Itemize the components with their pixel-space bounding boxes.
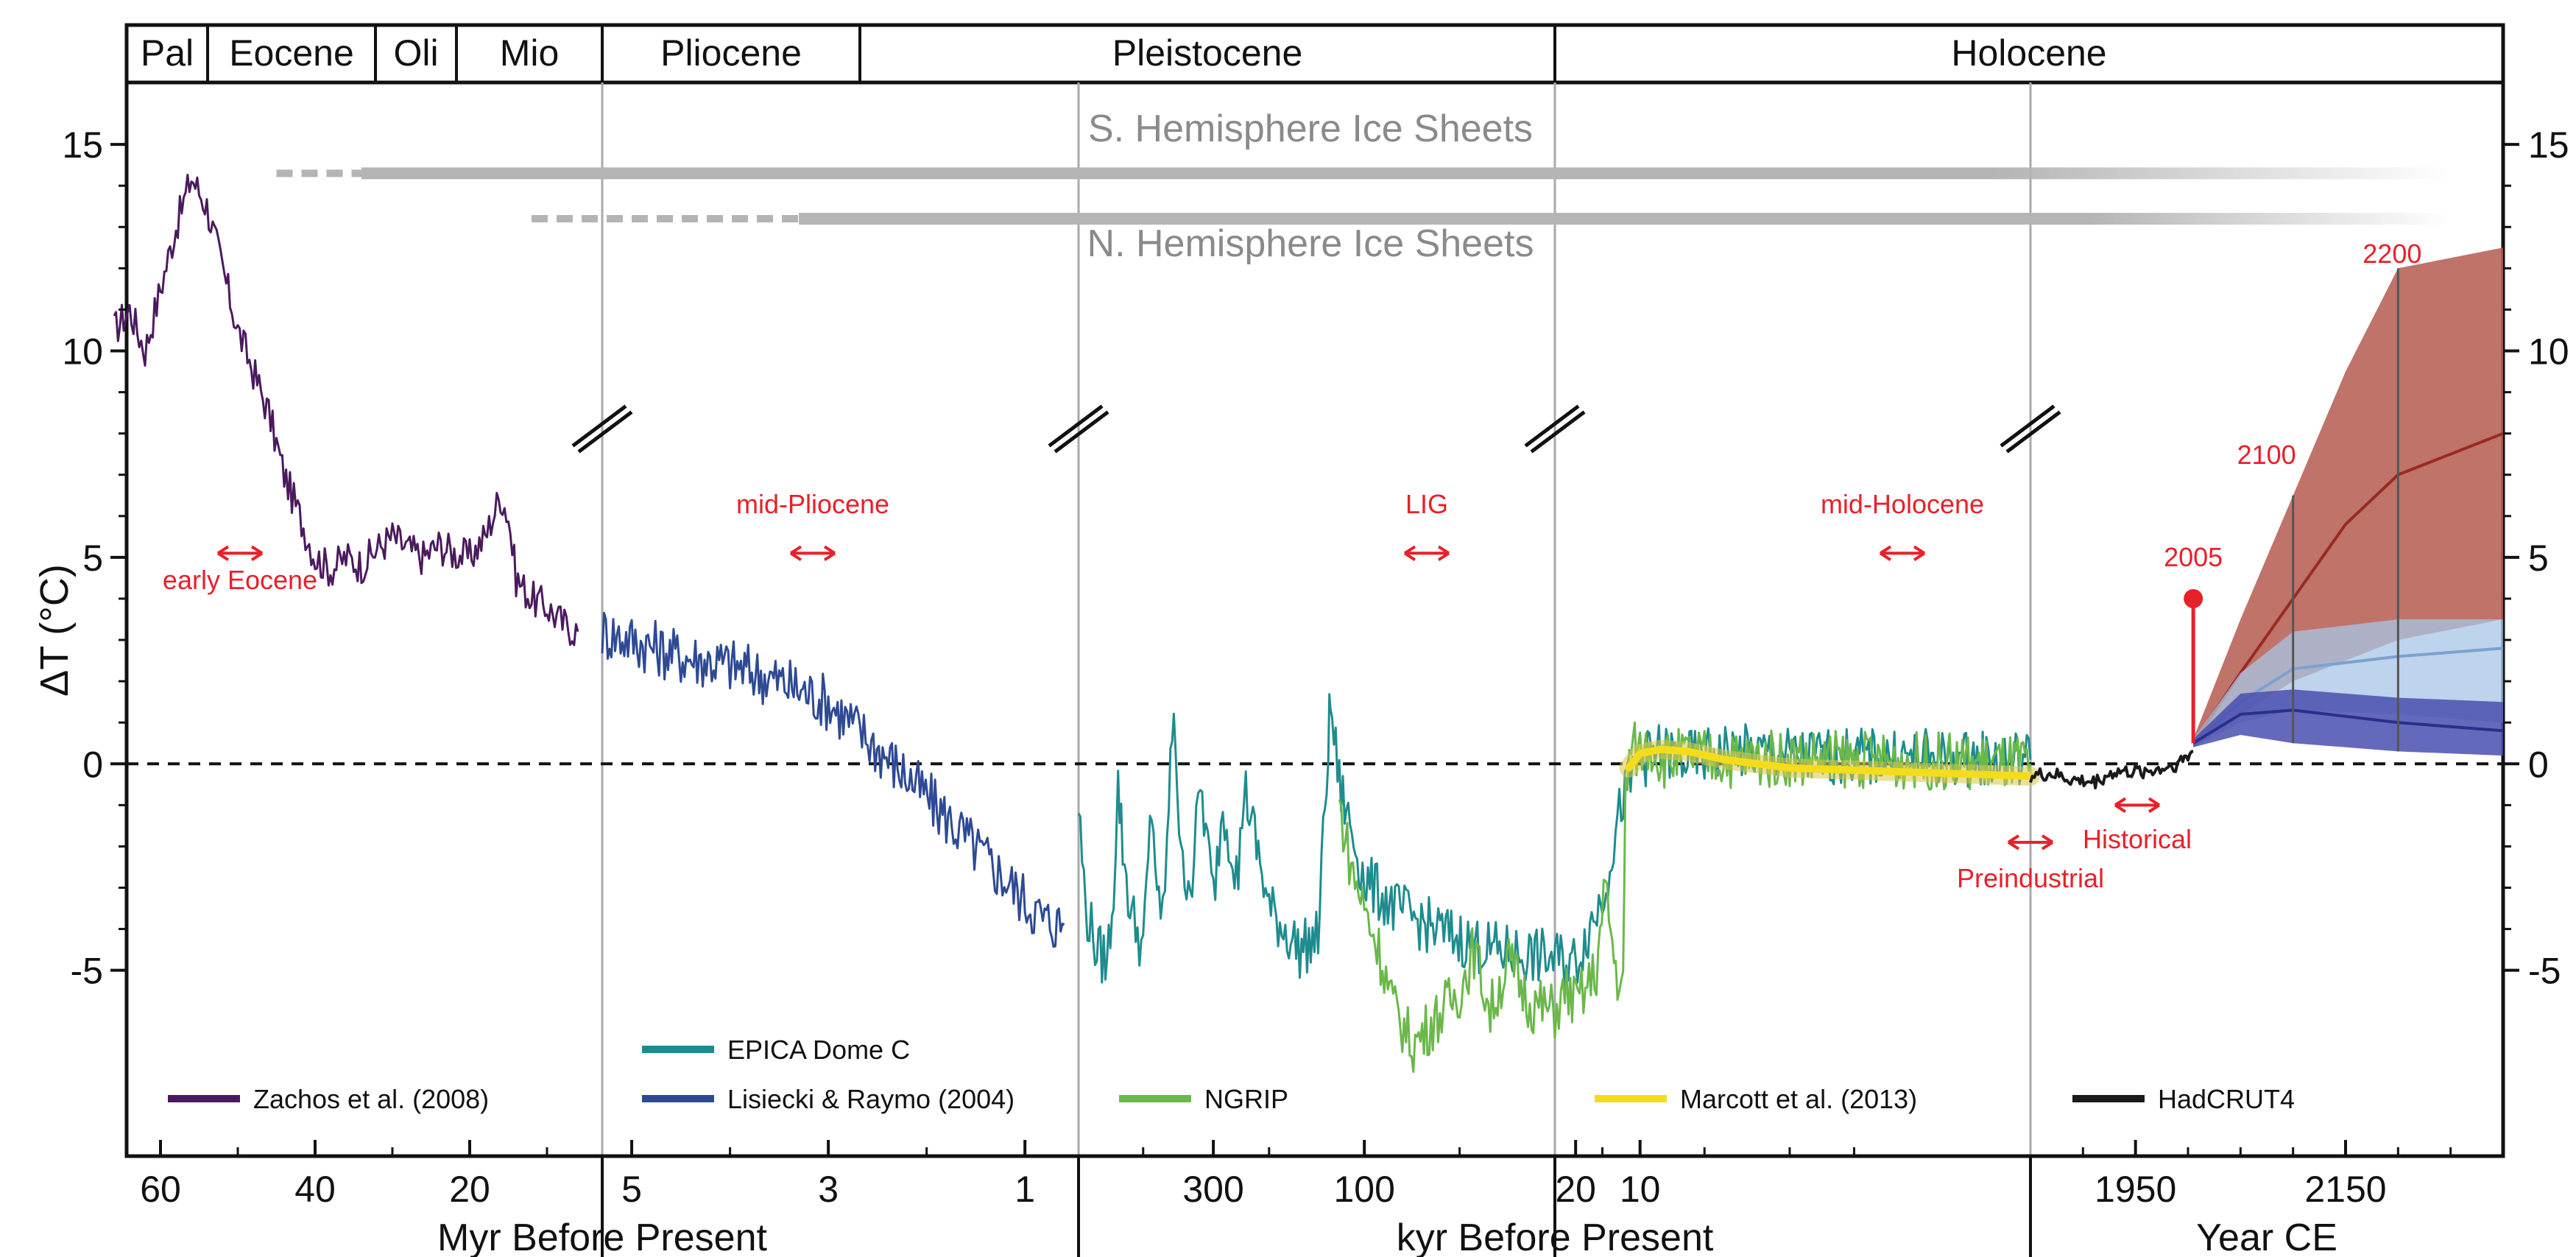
x-tick-label: 20 [1555,1169,1596,1210]
marker-2005-dot [2184,588,2203,608]
south-ice-sheet-bar [361,167,2452,180]
y-axes: 15 15 10 10 5 5 0 0 -5 -5 [62,124,2569,992]
epoch-label: Pliocene [660,32,802,74]
x-tick-label: 5 [621,1169,642,1210]
marker-label: 2100 [2237,440,2296,470]
x-tick-label: 300 [1182,1169,1243,1210]
interval-label: early Eocene [163,565,317,595]
x-axis-title: kyr Before Present [1397,1216,1714,1257]
interval-arrow-head [789,545,836,561]
x-tick-label: 1 [1014,1169,1035,1210]
x-axes: 60 40 20 5 3 1 300 100 20 10 1950 2150 Myr Before Pr… [127,1140,2503,1257]
series-group [1619,739,2040,786]
x-tick-label: 3 [818,1169,839,1210]
y-tick-label: 5 [2528,538,2549,579]
marker-label: 2200 [2362,239,2421,269]
legend-label: Zachos et al. (2008) [253,1084,489,1114]
series-group [2029,750,2194,789]
interval-arrow-head [1403,545,1450,561]
series-line [1338,721,2032,1074]
break-mark-line [1048,404,1104,448]
y-tick-label: 5 [82,538,103,579]
y-tick-label: 0 [2528,744,2549,785]
break-mark-line [1054,410,1109,454]
series-line [601,611,1065,948]
x-tick-label: 100 [1333,1169,1394,1210]
break-mark-line [2000,404,2055,448]
temperature-series [113,173,2194,1074]
interval-annotations: early Eocene mid-Pliocene LIG mid-Holocene P… [163,239,2421,893]
interval-arrow-head [1879,545,1926,561]
break-mark-line [1524,404,1580,448]
epoch-header [124,23,2505,85]
x-axis-title: Year CE [2196,1216,2337,1257]
epoch-labels: Pal Eocene Oli Mio Pliocene Pleistocene Holoce… [141,25,2107,82]
north-ice-sheet-label: N. Hemisphere Ice Sheets [1087,222,1534,265]
y-axis-title: ΔT (°C) [32,564,77,697]
south-ice-sheet-label: S. Hemisphere Ice Sheets [1088,108,1533,150]
interval-label: LIG [1405,489,1448,519]
x-tick-label: 10 [1620,1169,1661,1210]
epoch-label: Pleistocene [1112,32,1303,74]
epoch-label: Pal [141,32,194,74]
y-tick-label: 0 [82,744,103,785]
break-mark-line [577,410,633,454]
y-tick-label: 10 [62,331,103,373]
break-mark-line [1530,410,1586,454]
interval-arrow-head [216,545,264,561]
marker-label: 2005 [2164,542,2223,572]
interval-label: mid-Holocene [1821,489,1984,519]
legend-label: HadCRUT4 [2158,1084,2295,1114]
epoch-label: Eocene [229,32,354,74]
legend-label: Lisiecki & Raymo (2004) [727,1084,1014,1114]
epoch-label: Oli [393,32,438,74]
y-tick-label: 15 [2528,124,2569,166]
series-group [601,611,1065,948]
x-tick-label: 60 [140,1169,181,1210]
x-tick-label: 20 [449,1169,490,1210]
projection-bands [2192,247,2504,756]
series-group [1338,721,2032,1074]
axis-break-marks [571,404,2061,454]
series-line [2029,750,2194,789]
x-axis-title: Myr Before Present [437,1216,767,1257]
legend-label: NGRIP [1204,1084,1288,1114]
series-line [113,173,579,647]
interval-arrow-head [2114,797,2161,814]
y-tick-label: 10 [2528,331,2569,373]
interval-arrow-head [2007,834,2054,851]
break-mark-line [2005,410,2061,454]
epoch-label: Mio [500,32,560,74]
ice-sheet-bars: S. Hemisphere Ice Sheets N. Hemisphere Ic… [276,108,2452,265]
projection-band-low [2193,689,2503,756]
epoch-label: Holocene [1951,32,2106,74]
interval-label: Historical [2083,824,2192,854]
legend-label: Marcott et al. (2013) [1680,1084,1917,1114]
north-ice-sheet-bar [799,213,2452,225]
interval-label: mid-Pliocene [736,489,889,519]
y-tick-label: -5 [71,951,103,992]
x-tick-label: 1950 [2095,1169,2176,1210]
series-group [113,173,579,647]
y-tick-label: -5 [2528,951,2561,992]
x-tick-label: 40 [294,1169,336,1210]
break-mark-line [571,404,627,448]
legend: Zachos et al. (2008) Lisiecki & Raymo (20… [168,1035,2295,1114]
interval-label: Preindustrial [1957,863,2104,893]
x-tick-label: 2150 [2304,1169,2386,1210]
legend-label: EPICA Dome C [727,1035,910,1065]
panel-dividers [601,82,2032,1156]
series-line [1625,745,2034,781]
y-tick-label: 15 [62,124,103,166]
